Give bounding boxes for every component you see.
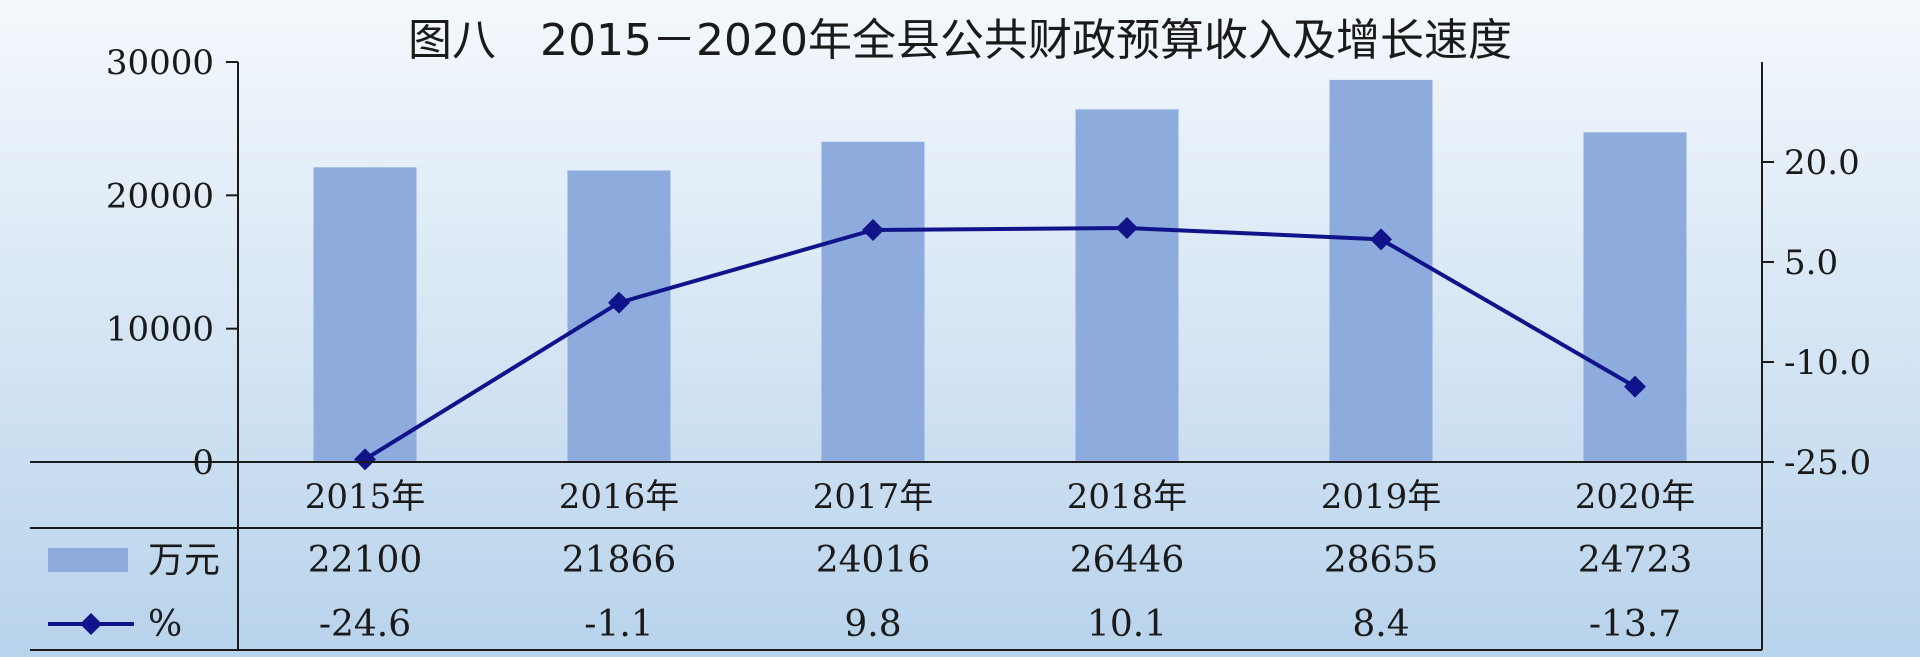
bar-2017年 — [821, 141, 925, 462]
table-value-bar: 21866 — [562, 540, 677, 581]
line-marker-2019年 — [1370, 228, 1392, 251]
left-tick-label: 30000 — [106, 43, 214, 83]
chart-title: 图八 2015－2020年全县公共财政预算收入及增长速度 — [408, 15, 1512, 66]
table-value-line: -24.6 — [319, 604, 411, 645]
right-tick-label: 5.0 — [1784, 243, 1838, 283]
table-value-line: 8.4 — [1352, 604, 1409, 645]
right-tick-label: -25.0 — [1784, 443, 1871, 483]
category-label: 2019年 — [1321, 477, 1442, 517]
left-tick-label: 20000 — [106, 176, 214, 216]
legend-key-marker — [80, 613, 102, 635]
table-value-line: 10.1 — [1087, 604, 1167, 645]
bar-2016年 — [567, 170, 671, 462]
bar-2015年 — [313, 167, 417, 463]
bar-2020年 — [1583, 132, 1687, 463]
line-marker-2015年 — [354, 448, 376, 471]
table-value-bar: 22100 — [308, 540, 423, 581]
legend-label-line: % — [148, 604, 182, 645]
line-series — [363, 225, 1637, 462]
category-label: 2017年 — [813, 477, 934, 517]
legend-key-bar — [48, 548, 128, 572]
table-value-bar: 26446 — [1070, 540, 1185, 581]
line-marker-2020年 — [1624, 375, 1646, 398]
category-label: 2020年 — [1575, 477, 1696, 517]
right-tick-label: -10.0 — [1784, 343, 1871, 383]
table-value-line: -13.7 — [1589, 604, 1681, 645]
line-marker-2018年 — [1116, 217, 1138, 239]
table-value-bar: 24016 — [816, 540, 931, 581]
table-value-line: -1.1 — [584, 604, 653, 645]
category-label: 2016年 — [559, 477, 680, 517]
table-value-bar: 24723 — [1578, 540, 1693, 581]
line-marker-2016年 — [608, 291, 630, 314]
left-tick-label: 10000 — [106, 310, 214, 350]
category-label: 2015年 — [305, 477, 426, 517]
table-value-line: 9.8 — [844, 604, 901, 645]
line-marker-2017年 — [862, 219, 884, 241]
legend-label-bar: 万元 — [148, 540, 220, 581]
table-value-bar: 28655 — [1324, 540, 1439, 581]
right-tick-label: 20.0 — [1784, 143, 1860, 183]
category-label: 2018年 — [1067, 477, 1188, 517]
bar-2019年 — [1329, 79, 1433, 462]
bar-2018年 — [1075, 109, 1179, 463]
